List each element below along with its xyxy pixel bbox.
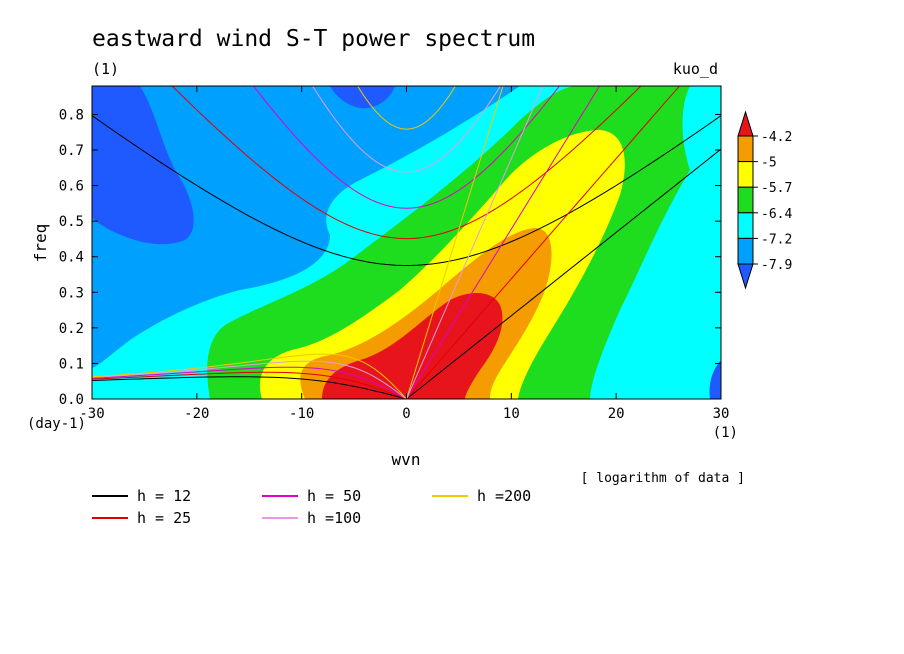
colorbar-top-triangle [737, 110, 754, 137]
y-tick-label: 0.5 [59, 214, 84, 230]
gravity-wave-curve [357, 86, 456, 130]
gravity-wave-curve [92, 115, 721, 266]
contour-band-darkblue [92, 86, 194, 245]
x-axis-unit: (1) [713, 425, 738, 441]
x-axis: -30 -20 -10 0 10 20 30 [79, 86, 729, 422]
rossby-curve [92, 353, 407, 399]
colorbar-label: -4.2 [761, 130, 792, 145]
chart-subtitle-right: kuo_d [673, 60, 718, 78]
y-tick-label: 0.1 [59, 356, 84, 372]
contour-plot [92, 86, 721, 399]
y-tick-label: 0.3 [59, 285, 84, 301]
gravity-wave-curve [311, 86, 502, 173]
kelvin-curve [406, 86, 681, 399]
rossby-curve [92, 376, 407, 399]
x-tick-label: 30 [713, 406, 730, 422]
chart-title: eastward wind S-T power spectrum [92, 26, 535, 52]
contour-band-blue [92, 86, 520, 368]
colorbar-label: -5.7 [761, 181, 792, 196]
kelvin-curve [406, 86, 504, 399]
gravity-wave-curve [252, 86, 561, 209]
colorbar-swatch [737, 161, 754, 188]
y-tick-label: 0.0 [59, 392, 84, 408]
kelvin-curve [406, 86, 601, 399]
y-tick-label: 0.6 [59, 179, 84, 195]
colorbar-swatch [737, 212, 754, 239]
legend-label: h =200 [477, 487, 531, 505]
contour-band-yellow [259, 130, 625, 399]
y-tick-label: 0.4 [59, 250, 84, 266]
legend: h = 12 h = 25 h = 50 h =100 h =200 [92, 487, 531, 527]
x-tick-label: 10 [503, 406, 520, 422]
contour-band-darkblue [709, 360, 721, 399]
colorbar-bottom-triangle [737, 263, 754, 290]
y-axis: 0.0 0.1 0.2 0.3 0.4 0.5 0.6 0.7 0.8 [59, 107, 721, 408]
colorbar-label: -6.4 [761, 207, 792, 222]
rossby-curve [92, 366, 407, 399]
colorbar-swatch [737, 237, 754, 265]
x-tick-label: -20 [184, 406, 209, 422]
kelvin-curve [406, 86, 544, 399]
gravity-wave-curve [171, 86, 642, 240]
contour-band-darkblue [330, 86, 395, 109]
legend-label: h = 25 [137, 509, 191, 527]
y-axis-label: freq [31, 224, 50, 263]
legend-label: h =100 [307, 509, 361, 527]
y-tick-label: 0.8 [59, 107, 84, 123]
dispersion-curves [92, 86, 721, 399]
colorbar-label: -7.9 [761, 258, 792, 273]
colorbar-swatch [737, 186, 754, 214]
data-note: [ logarithm of data ] [581, 471, 745, 486]
y-axis-unit: (day-1) [27, 416, 86, 432]
y-tick-label: 0.2 [59, 321, 84, 337]
y-tick-label: 0.7 [59, 143, 84, 159]
colorbar-label: -7.2 [761, 232, 792, 247]
x-tick-label: -30 [79, 406, 104, 422]
kelvin-curve [406, 148, 721, 399]
chart-subtitle-left: (1) [92, 60, 119, 78]
legend-label: h = 12 [137, 487, 191, 505]
colorbar: -4.2 -5 -5.7 -6.4 -7.2 -7.9 [737, 110, 792, 290]
x-tick-label: -10 [289, 406, 314, 422]
colorbar-label: -5 [761, 156, 777, 171]
rossby-curve [92, 360, 407, 399]
legend-label: h = 50 [307, 487, 361, 505]
rossby-curve [92, 371, 407, 399]
colorbar-swatch [737, 135, 754, 163]
x-axis-label: wvn [392, 450, 421, 469]
x-tick-label: 20 [608, 406, 625, 422]
x-tick-label: 0 [402, 406, 410, 422]
